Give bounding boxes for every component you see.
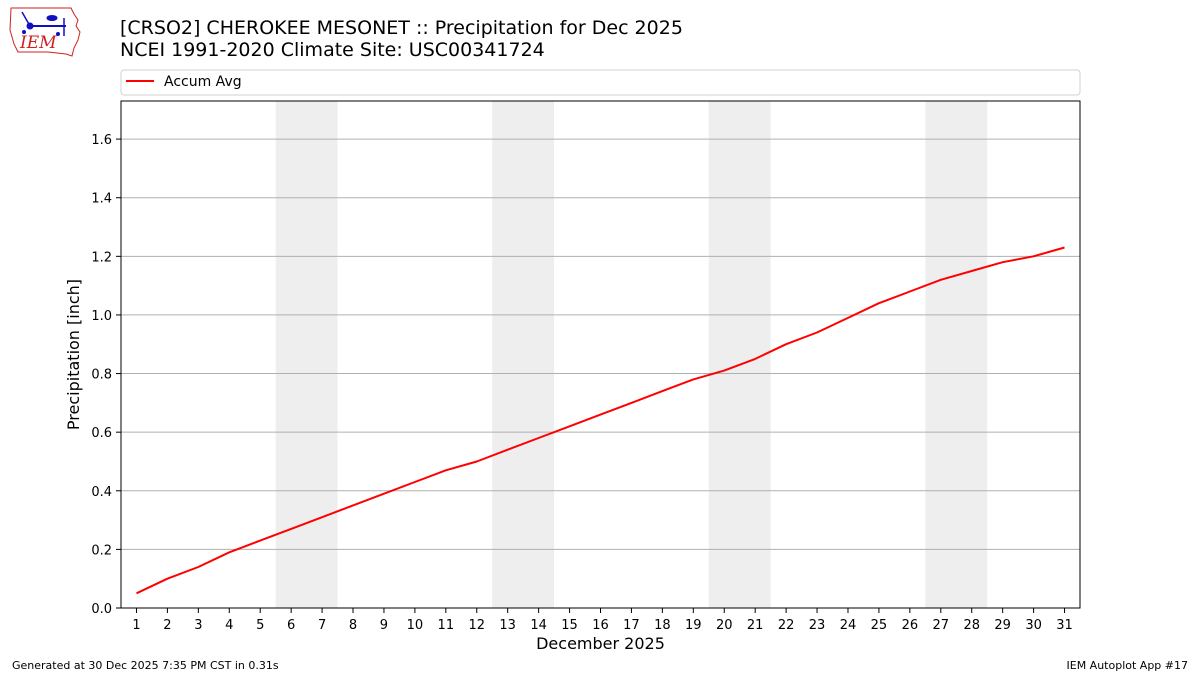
x-tick-label: 27	[933, 618, 950, 633]
weather-station-icon	[21, 11, 66, 36]
x-tick-label: 8	[349, 618, 357, 633]
x-tick-label: 21	[747, 618, 764, 633]
series-layer	[136, 246, 1065, 595]
x-axis-ticks: 1 2 3 4 5 6 7 8 9 10 11 12 13 14 15 16 17 18 19 20 21 22 23 24 2…	[132, 608, 1073, 633]
y-axis-label: Precipitation [inch]	[64, 279, 83, 430]
x-tick-label: 10	[407, 618, 424, 633]
y-tick-label: 0.4	[91, 485, 112, 500]
legend-box	[120, 69, 1081, 96]
iem-logo: IEM	[9, 7, 81, 57]
app-credit: IEM Autoplot App #17	[1066, 659, 1189, 672]
y-tick-label: 1.4	[91, 192, 112, 207]
x-tick-label: 7	[318, 618, 326, 633]
x-tick-label: 18	[654, 618, 671, 633]
y-tick-label: 0.6	[91, 426, 112, 441]
x-tick-label: 2	[163, 618, 171, 633]
x-tick-label: 1	[132, 618, 140, 633]
y-tick-label: 1.6	[91, 133, 112, 148]
x-tick-label: 26	[902, 618, 919, 633]
legend-label: Accum Avg	[164, 74, 242, 90]
x-tick-label: 31	[1056, 618, 1073, 633]
y-tick-label: 0.8	[91, 368, 112, 383]
x-tick-label: 30	[1025, 618, 1042, 633]
logo-text: IEM	[19, 33, 57, 53]
x-tick-label: 19	[685, 618, 702, 633]
y-tick-label: 0.0	[91, 602, 112, 617]
weekend-bands	[275, 101, 988, 608]
x-tick-label: 28	[963, 618, 980, 633]
chart-subtitle: NCEI 1991-2020 Climate Site: USC00341724	[120, 39, 545, 61]
legend: Accum Avg	[120, 69, 1081, 96]
y-tick-label: 1.0	[91, 309, 112, 324]
x-tick-label: 6	[287, 618, 295, 633]
x-tick-label: 5	[256, 618, 264, 633]
x-tick-label: 3	[194, 618, 202, 633]
x-tick-label: 23	[809, 618, 826, 633]
generated-timestamp: Generated at 30 Dec 2025 7:35 PM CST in …	[12, 659, 279, 672]
y-tick-label: 1.2	[91, 250, 112, 265]
x-tick-label: 9	[380, 618, 388, 633]
chart-title: [CRSO2] CHEROKEE MESONET :: Precipitatio…	[120, 17, 683, 39]
gridlines	[121, 138, 1080, 550]
x-tick-label: 11	[438, 618, 455, 633]
x-tick-label: 17	[623, 618, 640, 633]
weekend-band	[708, 101, 771, 608]
x-tick-label: 24	[840, 618, 857, 633]
x-tick-label: 13	[499, 618, 516, 633]
weekend-band	[492, 101, 555, 608]
x-tick-label: 15	[561, 618, 578, 633]
x-tick-label: 16	[592, 618, 609, 633]
x-tick-label: 25	[871, 618, 888, 633]
y-axis-ticks: 0.0 0.2 0.4 0.6 0.8 1.0 1.2 1.4 1.6	[91, 133, 121, 617]
x-tick-label: 29	[994, 618, 1011, 633]
x-tick-label: 14	[530, 618, 547, 633]
y-tick-label: 0.2	[91, 543, 112, 558]
x-tick-label: 12	[468, 618, 485, 633]
x-tick-label: 4	[225, 618, 233, 633]
x-tick-label: 22	[778, 618, 795, 633]
x-axis-label: December 2025	[536, 634, 665, 653]
x-tick-label: 20	[716, 618, 733, 633]
weekend-band	[925, 101, 988, 608]
iowa-outline-icon	[9, 7, 81, 57]
